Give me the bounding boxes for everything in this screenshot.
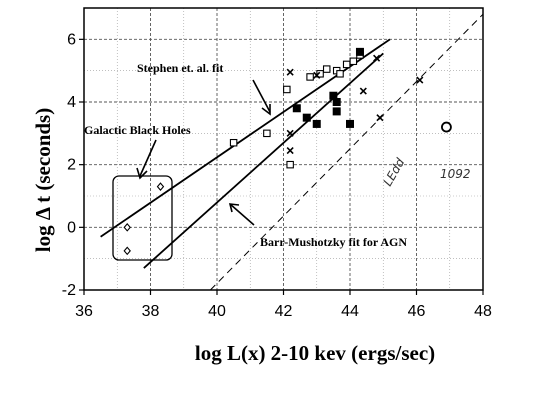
data-point-cross	[286, 147, 294, 155]
cross-stroke	[313, 71, 321, 79]
fit-line	[209, 13, 484, 291]
cross-stroke	[286, 68, 294, 76]
data-point-cross	[416, 76, 424, 84]
data-point-open-circle	[441, 121, 452, 133]
x-tick-label: 44	[341, 303, 359, 320]
cross-stroke	[373, 54, 381, 62]
data-point-filled-square	[332, 107, 341, 116]
barr-label: Barr-Mushotzky fit for AGN	[260, 235, 407, 249]
data-point-open-square	[342, 60, 351, 69]
data-point-open-square	[229, 138, 238, 147]
ledd-label: LEdd	[380, 156, 407, 189]
x-tick-label: 36	[75, 303, 93, 320]
data-point-open-square	[306, 73, 314, 81]
stephen-arrow	[252, 79, 271, 113]
data-point-cross	[313, 71, 321, 79]
cross-stroke	[286, 147, 294, 155]
data-point-diamond	[123, 246, 131, 256]
data-point-filled-square	[312, 119, 321, 128]
x-axis-title: log L(x) 2-10 kev (ergs/sec)	[195, 341, 435, 365]
galactic-bh-box	[112, 175, 173, 261]
cross-stroke	[286, 129, 294, 137]
cross-stroke	[416, 76, 424, 84]
galactic-arrow	[139, 139, 157, 177]
data-point-cross	[359, 87, 367, 95]
stephen-arrowhead	[261, 104, 271, 116]
data-point-filled-square	[302, 113, 311, 122]
x-tick-label: 48	[474, 303, 492, 320]
stephen-label: Stephen et. al. fit	[137, 61, 223, 75]
data-point-cross	[376, 114, 384, 122]
data-point-open-square	[322, 65, 331, 73]
x-tick-label: 38	[142, 303, 160, 320]
data-point-open-square	[286, 160, 294, 169]
data-point-open-square	[316, 70, 324, 78]
data-point-diamond	[123, 222, 131, 232]
data-point-filled-square	[292, 104, 301, 113]
data-point-open-square	[283, 85, 291, 94]
y-tick-label: 2	[67, 157, 76, 174]
galactic-label: Galactic Black Holes	[84, 123, 191, 137]
data-point-open-square	[263, 129, 271, 138]
fit-line	[143, 52, 384, 269]
cross-stroke	[359, 87, 367, 95]
data-points	[123, 47, 452, 256]
data-point-cross	[373, 54, 381, 62]
cross-stroke	[376, 114, 384, 122]
y-tick-label: -2	[62, 282, 76, 299]
y-tick-label: 6	[67, 31, 76, 48]
data-point-filled-square	[332, 98, 341, 106]
galactic-arrowhead	[136, 167, 148, 180]
data-point-cross	[286, 68, 294, 76]
y-tick-label: 4	[67, 94, 76, 111]
data-point-filled-square	[346, 119, 354, 128]
data-point-filled-square	[355, 47, 364, 56]
y-axis-title: log Δ t (seconds)	[31, 108, 55, 252]
y-tick-label: 0	[67, 219, 76, 236]
data-point-cross	[286, 129, 294, 137]
x-tick-label: 40	[208, 303, 226, 320]
data-point-open-square	[336, 70, 344, 78]
x-tick-label: 46	[408, 303, 426, 320]
annotation-arrows	[136, 79, 271, 226]
x-tick-label: 42	[275, 303, 293, 320]
label-1092: 1092	[440, 167, 471, 181]
data-point-diamond	[156, 182, 165, 191]
barr-arrow	[229, 203, 255, 226]
data-point-open-square	[349, 57, 358, 66]
barr-arrowhead	[228, 203, 240, 213]
